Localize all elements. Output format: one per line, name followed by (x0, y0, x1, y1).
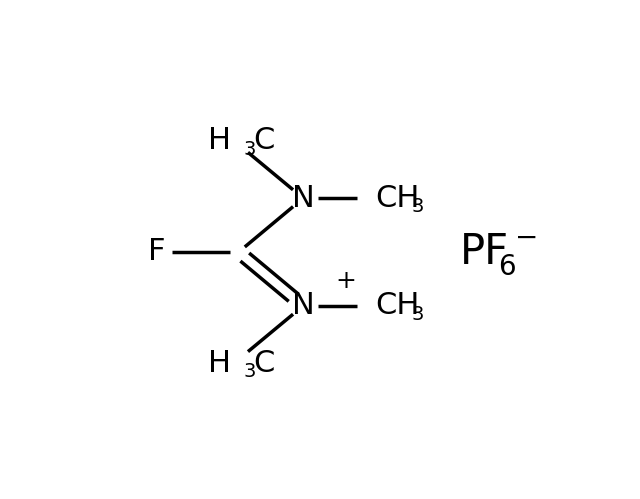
Text: H: H (208, 126, 231, 155)
Text: C: C (253, 349, 274, 378)
Text: C: C (253, 126, 274, 155)
Text: 6: 6 (498, 252, 515, 280)
Text: −: − (515, 224, 538, 251)
Text: H: H (208, 349, 231, 378)
Text: N: N (292, 184, 315, 213)
Text: 3: 3 (243, 140, 256, 159)
Text: F: F (148, 238, 166, 266)
Text: 3: 3 (243, 362, 256, 381)
Text: CH: CH (375, 291, 419, 320)
Text: N: N (292, 291, 315, 320)
Text: PF: PF (460, 231, 509, 273)
Text: 3: 3 (412, 305, 424, 324)
Text: 3: 3 (412, 197, 424, 216)
Text: +: + (335, 269, 356, 293)
Text: CH: CH (375, 184, 419, 213)
